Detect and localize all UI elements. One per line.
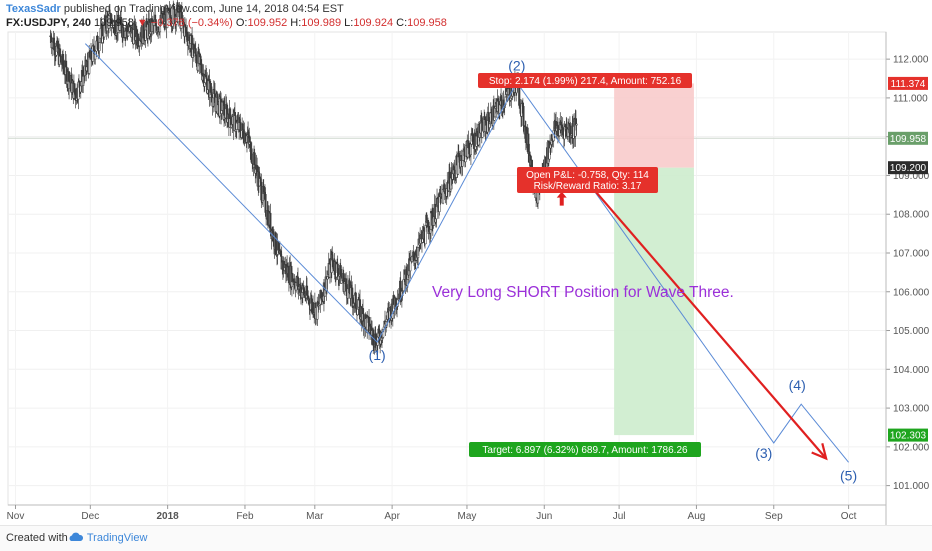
candle-body (345, 278, 348, 287)
short-arrow-line (580, 174, 827, 460)
stop-zone (614, 83, 694, 168)
chart-header: TexasSadr published on TradingView.com, … (0, 0, 932, 32)
candle-body (356, 308, 359, 316)
candle-body (220, 110, 223, 114)
y-tick-label: 103.000 (893, 404, 930, 415)
y-tick-label: 104.000 (893, 365, 930, 376)
price-tag: 109.958 (890, 134, 927, 145)
chart-grid (7, 31, 887, 506)
low-value: 109.924 (353, 17, 394, 29)
symbol-label: FX:USDJPY, 240 (6, 17, 91, 29)
x-tick-label: Sep (765, 511, 783, 522)
plot-frame (7, 31, 887, 506)
wave-label: (4) (789, 377, 806, 393)
wave-label: (3) (755, 445, 772, 461)
wave-label: (2) (508, 57, 525, 73)
wave-path (84, 43, 849, 463)
x-tick-label: May (458, 511, 477, 522)
tradingview-brand: TradingView (86, 532, 148, 544)
stop-label-text: Stop: 2.174 (1.99%) 217.4, Amount: 752.1… (489, 76, 682, 87)
pnl-label-text: Risk/Reward Ratio: 3.17 (534, 181, 642, 192)
wave-label: (1) (369, 347, 386, 363)
price-tag-bg (888, 428, 928, 442)
y-tick-label: 102.000 (893, 442, 930, 453)
high-value: 109.989 (301, 17, 342, 29)
x-tick-label: Apr (384, 511, 400, 522)
x-tick-label: Jun (536, 511, 552, 522)
price-change: −0.378 (−0.34%) (150, 17, 233, 29)
x-tick-label: Dec (81, 511, 99, 522)
cloud-icon (69, 532, 84, 541)
y-tick-label: 111.000 (893, 93, 928, 104)
overlay-group: (1) (2) (3) (4) (5) Very Long SHORT Position … (369, 57, 858, 483)
publish-info: TexasSadr published on TradingView.com, … (6, 3, 344, 15)
pnl-label-bg (517, 167, 658, 193)
y-tick-label: 109.000 (893, 171, 930, 182)
created-with-text: Created with (6, 532, 68, 544)
short-arrow-head (811, 443, 828, 461)
price-tag-bg (888, 161, 928, 175)
target-label-bg (469, 442, 701, 457)
low-label: L: (344, 17, 354, 29)
tradingview-logo[interactable]: TradingView (68, 532, 147, 544)
down-triangle-icon: ▼ (136, 17, 148, 29)
price-tag: 111.374 (891, 79, 926, 90)
candle-body (229, 108, 232, 119)
y-tick-label: 107.000 (893, 248, 930, 259)
author-link[interactable]: TexasSadr (6, 3, 61, 15)
close-label: C: (396, 17, 408, 29)
price-tag-bg (888, 131, 928, 145)
price-axis: 112.000111.000110.000109.000108.000107.0… (885, 32, 930, 525)
target-label-text: Target: 6.897 (6.32%) 689.7, Amount: 178… (482, 445, 688, 456)
close-value: 109.958 (407, 17, 447, 29)
footer-bar: Created with TradingView (0, 525, 932, 551)
candle-body (274, 232, 277, 253)
wave-lines (84, 43, 849, 463)
candle-body (575, 123, 578, 126)
open-label: O: (235, 17, 248, 29)
entry-up-arrow-icon (556, 191, 567, 206)
x-tick-label: Jul (613, 511, 626, 522)
publish-text: published on TradingView.com, June 14, 2… (60, 3, 344, 15)
price-tag: 102.303 (890, 431, 927, 442)
x-tick-label: Feb (236, 511, 254, 522)
annotation-text: Very Long SHORT Position for Wave Three. (432, 284, 734, 301)
y-tick-label: 106.000 (893, 287, 930, 298)
x-tick-label: 2018 (157, 511, 180, 522)
x-tick-label: Nov (7, 511, 25, 522)
y-tick-label: 101.000 (893, 481, 930, 492)
x-tick-label: Oct (841, 511, 857, 522)
x-tick-label: Aug (688, 511, 706, 522)
price-tag-bg (888, 76, 928, 90)
y-tick-label: 108.000 (893, 210, 930, 221)
pnl-label-text: Open P&L: -0.758, Qty: 114 (526, 170, 649, 181)
symbol-info: FX:USDJPY, 240 109.958 ▼ −0.378 (−0.34%)… (6, 17, 447, 29)
candle-body (412, 252, 415, 259)
candles-group (49, 0, 578, 355)
position-zones (614, 83, 694, 436)
price-tag: 109.200 (890, 163, 927, 174)
stop-label-bg (478, 73, 692, 88)
last-price: 109.958 (94, 17, 134, 29)
x-tick-label: Mar (306, 511, 324, 522)
y-tick-label: 112.000 (893, 55, 929, 66)
high-label: H: (290, 17, 302, 29)
y-tick-label: 105.000 (893, 326, 930, 337)
time-axis: Nov Dec 2018 Feb Mar Apr May Jun Jul Aug Sep Oct (7, 504, 886, 522)
open-value: 109.952 (247, 17, 288, 29)
target-zone (614, 167, 694, 436)
wave-label: (5) (840, 467, 857, 483)
